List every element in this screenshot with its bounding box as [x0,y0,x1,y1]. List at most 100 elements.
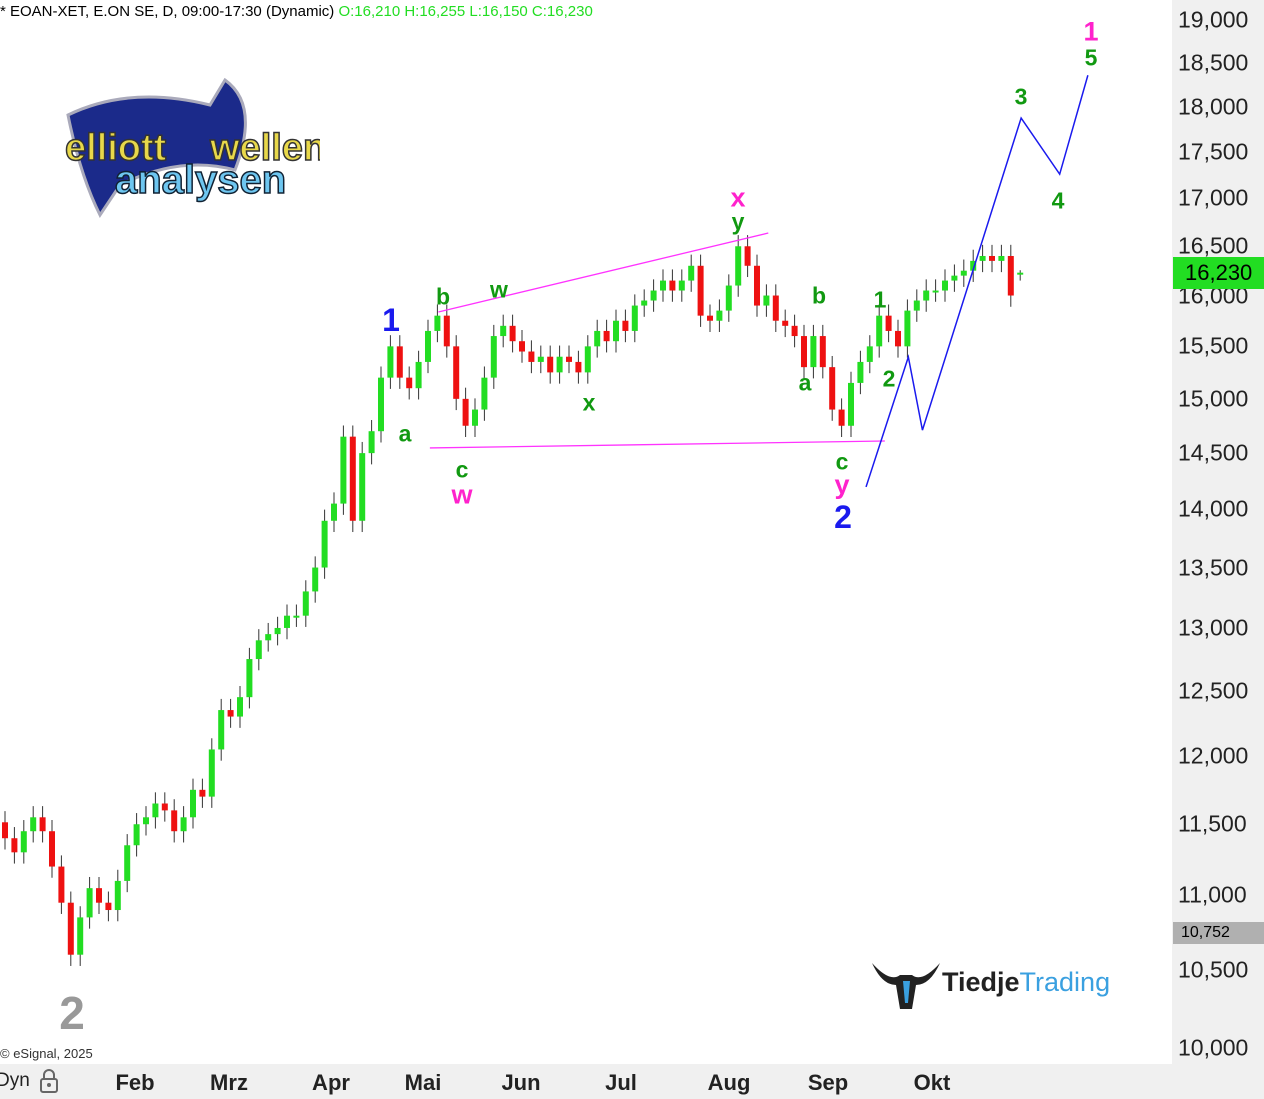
candle-body [707,315,713,321]
candle [378,366,384,443]
candle-body [660,280,666,291]
marker-price-value: 10,752 [1181,924,1230,941]
y-tick-label: 10,500 [1178,956,1249,983]
candle [744,235,751,278]
candle [575,350,582,384]
candle [293,604,300,627]
lock-icon[interactable] [38,1068,60,1094]
candle-body [697,265,704,316]
y-tick-label: 15,500 [1178,332,1249,359]
candle-body [725,285,732,311]
wave-label: 2 [834,499,852,535]
candle-body [321,520,328,568]
candle [143,806,149,836]
dynamic-mode-label[interactable]: Dyn [0,1070,30,1091]
chart-plot-area[interactable]: * EOAN-XET, E.ON SE, D, 09:00-17:30 (Dyn… [0,0,1172,1064]
candle [885,304,892,343]
x-tick-label: Sep [807,1070,849,1095]
candle-body [782,320,789,326]
elliott-wellen-logo: elliott wellen analysen [64,77,320,218]
trendline [438,232,769,313]
candle-body [848,382,854,426]
candle-body [190,789,196,818]
candle [255,629,262,671]
candle-body [180,817,187,832]
y-tick-label: 18,500 [1178,49,1249,76]
candle [77,906,84,966]
wave-label: 4 [1051,187,1065,214]
candle [622,309,629,343]
candle-body [810,336,817,368]
y-tick-label: 19,000 [1178,6,1249,33]
wave-label: c [455,456,469,483]
candle-body [876,315,883,347]
candle-body [904,310,911,347]
candle [199,778,206,808]
y-tick-label: 12,000 [1178,742,1249,769]
candle-body [613,320,619,342]
candle [763,284,770,317]
chart-header: * EOAN-XET, E.ON SE, D, 09:00-17:30 (Dyn… [0,3,593,20]
candle [161,792,168,822]
candle-body [387,346,394,378]
candle [481,366,488,421]
y-tick-label: 18,000 [1178,93,1249,120]
candle-body [528,351,535,362]
candle-body [396,346,403,378]
wave-label: 2 [882,365,896,392]
candle-body [472,409,478,426]
candle [312,556,319,603]
marker-price-tag: 10,752 [1173,922,1264,944]
candle-body [801,336,807,368]
candle [39,806,46,843]
candle-body [359,453,366,521]
candle-body [302,591,309,616]
candle [190,778,196,829]
candle-body [951,275,958,281]
wave-label: w [490,276,508,303]
candle [707,304,713,332]
x-tick-label: Aug [707,1070,751,1095]
candle [697,254,704,327]
candle-body [143,817,149,825]
candle [472,398,478,438]
candle [584,335,591,384]
candle-body [86,888,93,918]
candle-body [575,361,582,373]
price-axis[interactable]: 19,000 18,500 18,000 17,500 17,000 16,500 16,0… [1172,0,1264,1064]
candle [331,492,337,533]
candle-body [603,330,610,342]
y-tick-label: 16,500 [1178,232,1249,259]
candle [152,792,159,829]
candle [1007,244,1014,307]
candle [265,622,272,652]
candle [58,855,65,914]
candle [998,244,1005,273]
candle [443,304,450,358]
candle [321,509,328,579]
candle [801,324,807,379]
candle-body [208,749,215,797]
candle-body [39,817,46,832]
candle [603,319,610,353]
candle [942,269,948,302]
candle-body [415,361,422,389]
time-axis[interactable]: Dyn Feb Mrz Apr Mai Jun Jul Aug Sep Okt [0,1064,1264,1099]
candle [114,869,121,922]
candle-body [932,290,939,293]
candle-body [312,567,319,592]
candle [528,340,535,374]
candle-body [500,325,507,337]
candle [86,876,93,929]
candle-body [537,356,544,362]
candle-body [566,356,572,362]
wave-label: a [798,369,812,396]
candle-body [2,822,8,839]
candle [284,604,290,640]
candle-body [819,336,826,368]
candle [462,387,469,438]
candle-body [340,436,347,504]
candle [716,299,723,332]
candle [208,738,215,808]
candle-body [857,361,864,383]
